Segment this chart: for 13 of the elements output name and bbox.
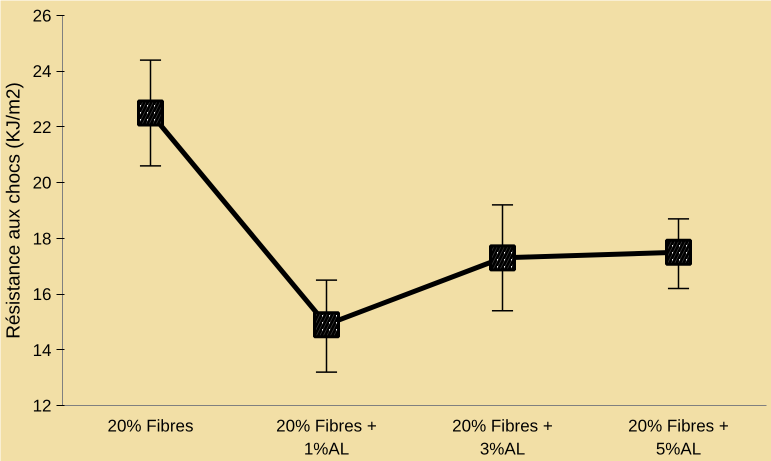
x-tick-label: 20% Fibres + 1%AL xyxy=(276,416,377,458)
y-tick-label: 14 xyxy=(32,340,52,360)
x-tick-label: 20% Fibres + 5%AL xyxy=(628,416,729,458)
x-tick-label: 20% Fibres + 3%AL xyxy=(452,416,553,458)
y-axis-title: Résistance aux chocs (KJ/m2) xyxy=(4,82,25,339)
y-tick-label: 20 xyxy=(32,174,52,193)
y-tick-label: 22 xyxy=(32,118,52,137)
y-tick-label: 18 xyxy=(32,229,52,248)
y-tick-label: 26 xyxy=(32,6,52,26)
x-tick-label: 20% Fibres xyxy=(108,416,194,436)
y-tick-label: 16 xyxy=(32,285,52,304)
y-tick-label: 12 xyxy=(32,396,52,416)
y-tick-label: 24 xyxy=(32,62,52,82)
